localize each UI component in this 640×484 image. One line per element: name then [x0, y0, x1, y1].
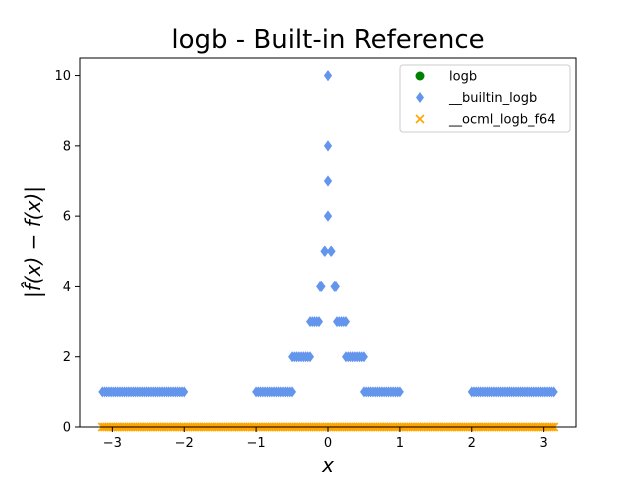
x-axis-label: x [321, 453, 334, 477]
data-point [395, 386, 404, 398]
data-point [324, 175, 333, 187]
y-tick-label: 2 [63, 350, 71, 365]
x-tick-label: −1 [247, 436, 266, 451]
data-point [315, 316, 324, 328]
data-point [359, 351, 368, 363]
y-axis-label: |f̂(x) − f(x)| [21, 186, 45, 298]
legend-label: __ocml_logb_f64 [448, 113, 556, 128]
chart-title: logb - Built-in Reference [171, 25, 484, 55]
data-point [324, 210, 333, 222]
y-tick-label: 6 [63, 210, 71, 225]
y-tick-label: 0 [63, 421, 71, 436]
x-tick-label: 0 [324, 436, 332, 451]
x-tick-label: 1 [396, 436, 404, 451]
data-point [331, 280, 340, 292]
data-point [549, 386, 558, 398]
legend-marker [415, 114, 425, 124]
data-point [321, 245, 330, 257]
x-tick-label: −2 [175, 436, 194, 451]
data-point [180, 386, 189, 398]
data-point [306, 351, 315, 363]
x-tick-label: 3 [540, 436, 548, 451]
y-tick-label: 4 [63, 280, 71, 295]
legend: logb __builtin_logb __ocml_logb_f64 [399, 64, 571, 133]
data-point [288, 386, 297, 398]
series-builtin-logb [98, 70, 558, 398]
legend-label: logb [449, 70, 477, 85]
data-point [317, 280, 326, 292]
x-tick-label: 2 [468, 436, 476, 451]
legend-marker [416, 92, 424, 103]
data-point [324, 70, 332, 82]
legend-label: __builtin_logb [448, 91, 537, 106]
legend-marker [415, 71, 425, 81]
x-tick-label: −3 [103, 436, 122, 451]
legend-box [399, 64, 571, 133]
data-point [341, 316, 350, 328]
y-tick-label: 10 [54, 69, 71, 84]
y-tick-label: 8 [63, 139, 71, 154]
data-point [327, 245, 336, 257]
data-point [324, 140, 333, 152]
x-axis: −3 −2 −1 0 1 2 3 [103, 427, 548, 451]
y-axis: 0 2 4 6 8 10 [54, 69, 80, 436]
